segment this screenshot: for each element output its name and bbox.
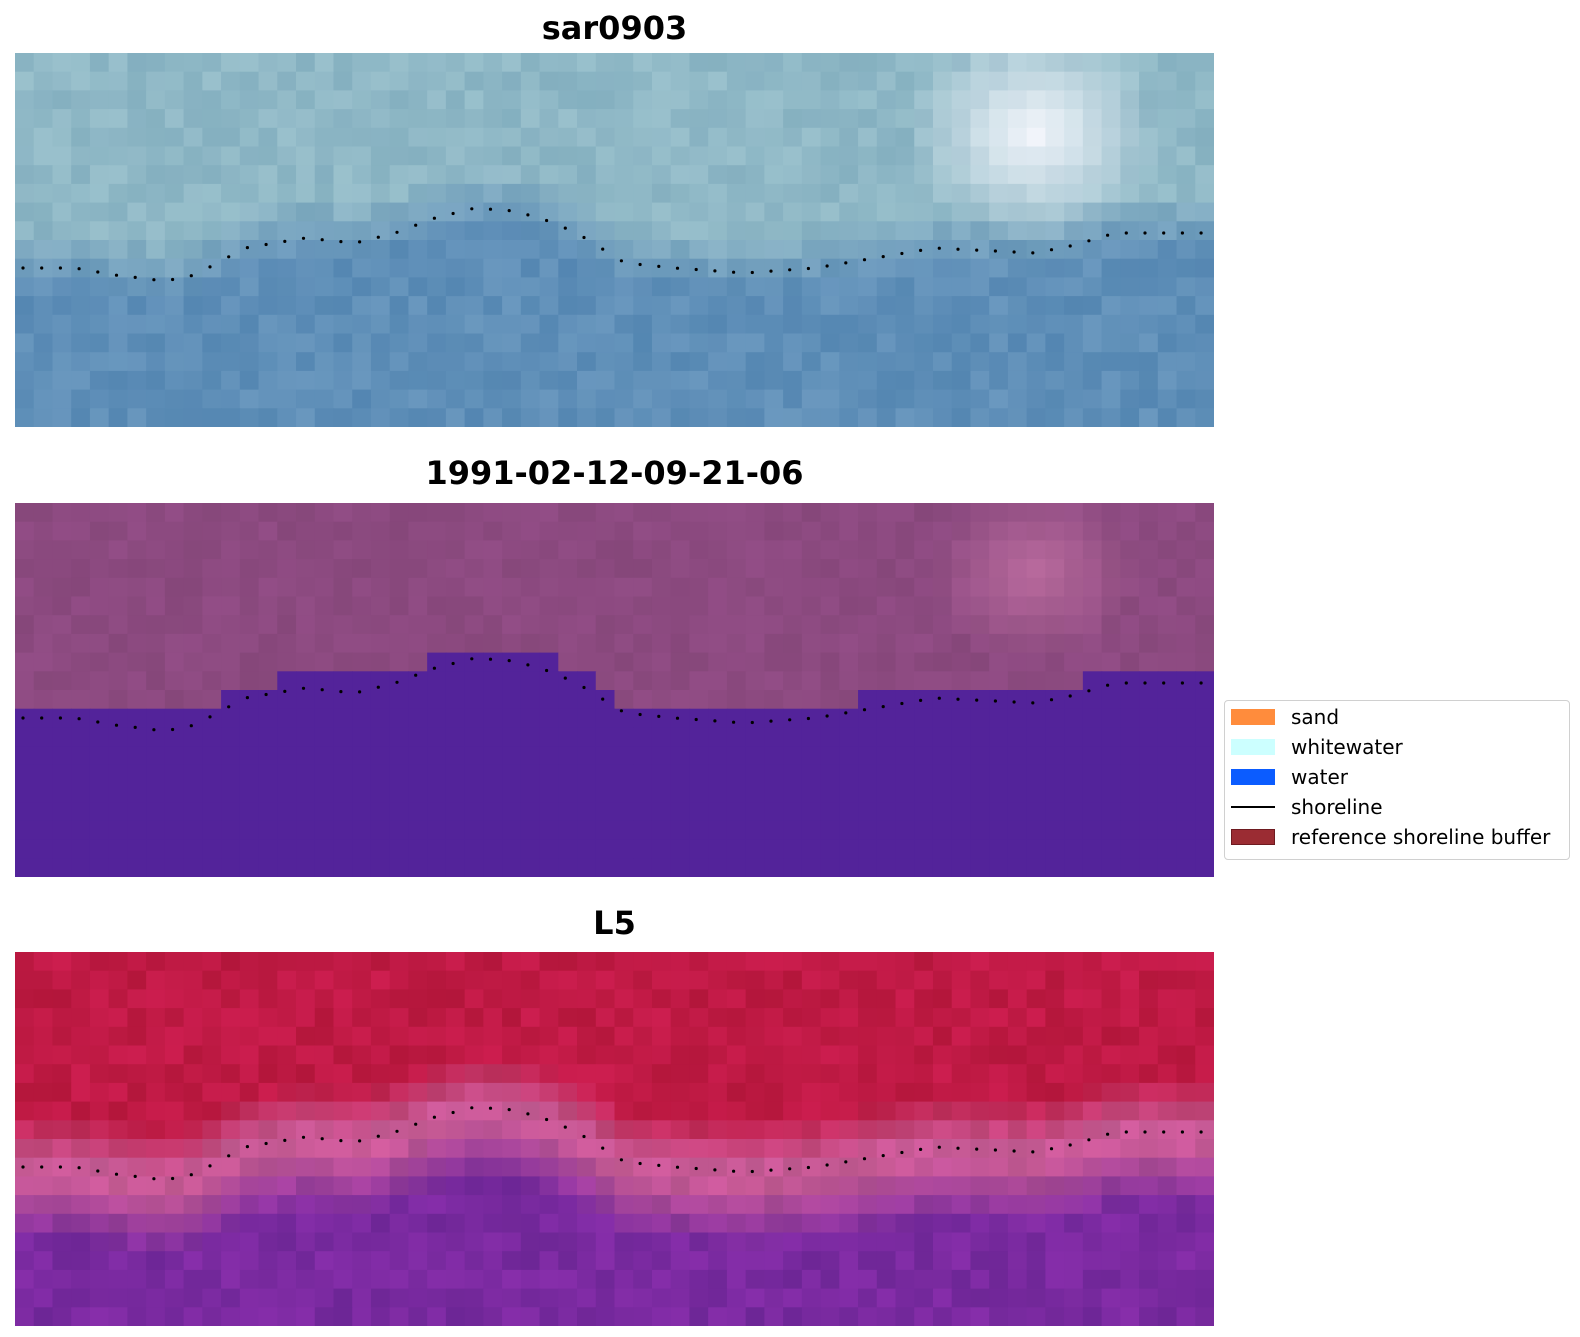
whitewater-swatch <box>1231 739 1275 755</box>
legend-item-shoreline: shoreline <box>1231 794 1383 820</box>
legend-item-water: water <box>1231 764 1348 790</box>
legend-label-whitewater: whitewater <box>1291 735 1403 759</box>
legend-label-shoreline: shoreline <box>1291 795 1383 819</box>
legend-label-water: water <box>1291 765 1348 789</box>
sar-image <box>15 53 1214 427</box>
legend-label-sand: sand <box>1291 705 1340 729</box>
water-swatch <box>1231 769 1275 785</box>
panel-title-3: L5 <box>593 904 636 942</box>
shoreline-dots <box>21 1106 1203 1181</box>
legend-item-sand: sand <box>1231 704 1339 730</box>
shoreline-dots <box>21 207 1203 282</box>
legend-item-whitewater: whitewater <box>1231 734 1403 760</box>
panel-title-1: sar0903 <box>541 9 688 47</box>
shoreline-line-swatch <box>1231 806 1275 808</box>
panel-title-2: 1991-02-12-09-21-06 <box>425 454 804 492</box>
sar-image-panel <box>15 53 1214 427</box>
classified-image <box>15 503 1214 877</box>
classified-image-panel <box>15 503 1214 877</box>
reference-buffer-swatch <box>1231 829 1275 845</box>
landsat-image-panel <box>15 952 1214 1326</box>
legend-label-reference-buffer: reference shoreline buffer <box>1291 825 1551 849</box>
legend-item-reference-buffer: reference shoreline buffer <box>1231 824 1550 850</box>
sand-swatch <box>1231 709 1275 725</box>
shoreline-dots <box>21 657 1203 732</box>
landsat-image <box>15 952 1214 1326</box>
legend: sand whitewater water shoreline referenc… <box>1224 700 1570 860</box>
